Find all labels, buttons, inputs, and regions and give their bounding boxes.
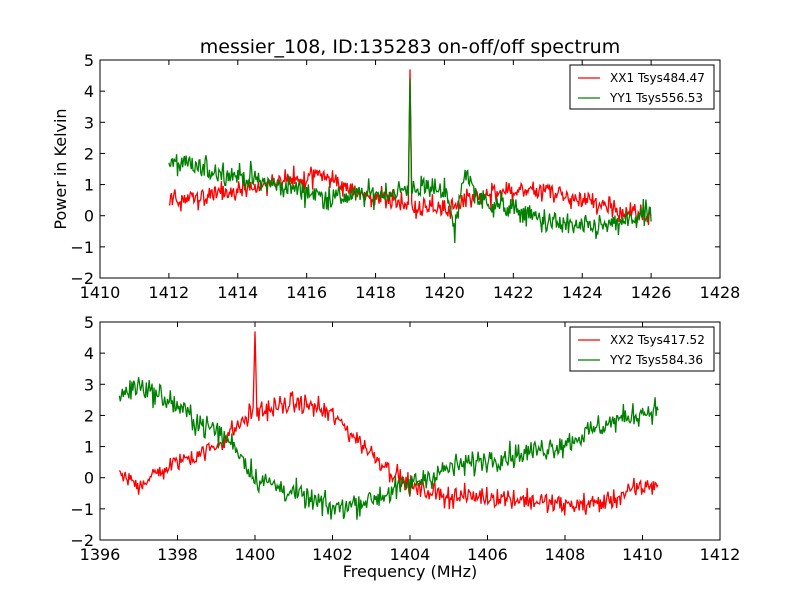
x-tick-label: 1410 (622, 545, 663, 564)
x-tick-label: 1414 (217, 283, 258, 302)
x-tick-label: 1428 (700, 283, 741, 302)
y-tick-label: 4 (84, 344, 94, 363)
y-tick-label: 0 (84, 469, 94, 488)
legend-label-1: XX1 Tsys484.47 (610, 71, 705, 85)
series-line-1 (118, 331, 659, 516)
series-line-1 (168, 69, 652, 226)
x-tick-label: 1402 (312, 545, 353, 564)
plot-frame (99, 59, 721, 279)
series-line-2 (168, 78, 652, 243)
y-tick-label: 3 (84, 113, 94, 132)
x-tick-label: 1398 (157, 545, 198, 564)
legend-label-2: YY1 Tsys556.53 (609, 91, 703, 105)
y-tick-label: 4 (84, 82, 94, 101)
x-tick-label: 1408 (545, 545, 586, 564)
chart-panel-2: 1396 1398 1400 1402 1404 1406 1408 1410 1412−2−1… (70, 313, 740, 581)
plot-area (118, 331, 659, 520)
x-tick-label: 1406 (467, 545, 508, 564)
x-tick-label: 1400 (235, 545, 276, 564)
y-tick-label: −1 (70, 500, 94, 519)
legend-label-2: YY2 Tsys584.36 (609, 353, 703, 367)
x-tick-label: 1404 (390, 545, 431, 564)
legend-label-1: XX2 Tsys417.52 (610, 333, 705, 347)
y-tick-label: −2 (70, 531, 94, 550)
y-tick-label: 5 (84, 51, 94, 70)
legend: XX2 Tsys417.52 YY2 Tsys584.36 (569, 326, 715, 372)
x-tick-label: 1426 (631, 283, 672, 302)
y-tick-label: 2 (84, 406, 94, 425)
legend: XX1 Tsys484.47 YY1 Tsys556.53 (569, 64, 715, 110)
y-tick-label: 0 (84, 207, 94, 226)
x-tick-label: 1410 (80, 283, 121, 302)
x-axis-label: Frequency (MHz) (343, 562, 477, 581)
plot-area (168, 69, 652, 243)
chart-panel-1: 1410 1412 1414 1416 1418 1420 1422 1424 1426 1428… (51, 36, 740, 302)
x-tick-label: 1422 (493, 283, 534, 302)
x-tick-label: 1424 (562, 283, 603, 302)
x-tick-label: 1418 (355, 283, 396, 302)
y-tick-label: −2 (70, 269, 94, 288)
y-tick-label: 5 (84, 313, 94, 332)
x-tick-label: 1420 (424, 283, 465, 302)
legend-box (569, 326, 715, 372)
legend-box (569, 64, 715, 110)
y-tick-label: −1 (70, 238, 94, 257)
x-tick-label: 1396 (80, 545, 121, 564)
y-tick-label: 1 (84, 176, 94, 195)
x-tick-label: 1416 (286, 283, 327, 302)
y-tick-label: 2 (84, 144, 94, 163)
x-tick-label: 1412 (700, 545, 741, 564)
series-line-2 (118, 377, 659, 520)
y-tick-label: 3 (84, 375, 94, 394)
y-axis-label: Power in Kelvin (51, 108, 70, 229)
chart-title: messier_108, ID:135283 on-off/off spectr… (200, 36, 620, 58)
y-tick-label: 1 (84, 438, 94, 457)
x-tick-label: 1412 (149, 283, 190, 302)
